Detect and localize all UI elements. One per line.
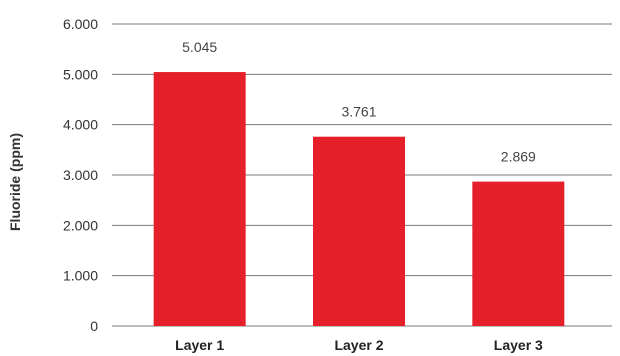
- y-tick-label: 1.000: [63, 268, 98, 284]
- y-tick-label: 6.000: [63, 16, 98, 32]
- x-category-label: Layer 2: [334, 337, 383, 353]
- data-label: 2.869: [501, 149, 536, 165]
- data-label: 5.045: [182, 39, 217, 55]
- x-category-label: Layer 1: [175, 337, 224, 353]
- x-category-label: Layer 3: [494, 337, 543, 353]
- data-labels: 5.045 3.761 2.869: [182, 39, 536, 165]
- bars: [153, 72, 565, 327]
- bar-layer-2: [313, 136, 405, 326]
- y-tick-label: 2.000: [63, 217, 98, 233]
- y-axis-title: Fluoride (ppm): [7, 133, 23, 231]
- bar-layer-3: [472, 181, 565, 326]
- data-label: 3.761: [341, 104, 376, 120]
- y-tick-label: 0: [90, 318, 98, 334]
- bar-layer-1: [153, 72, 246, 327]
- x-axis-category-labels: Layer 1 Layer 2 Layer 3: [175, 337, 543, 353]
- y-tick-label: 3.000: [63, 167, 98, 183]
- y-tick-label: 5.000: [63, 66, 98, 82]
- y-axis-tick-labels: 0 1.000 2.000 3.000 4.000 5.000 6.000: [63, 16, 98, 334]
- y-tick-label: 4.000: [63, 117, 98, 133]
